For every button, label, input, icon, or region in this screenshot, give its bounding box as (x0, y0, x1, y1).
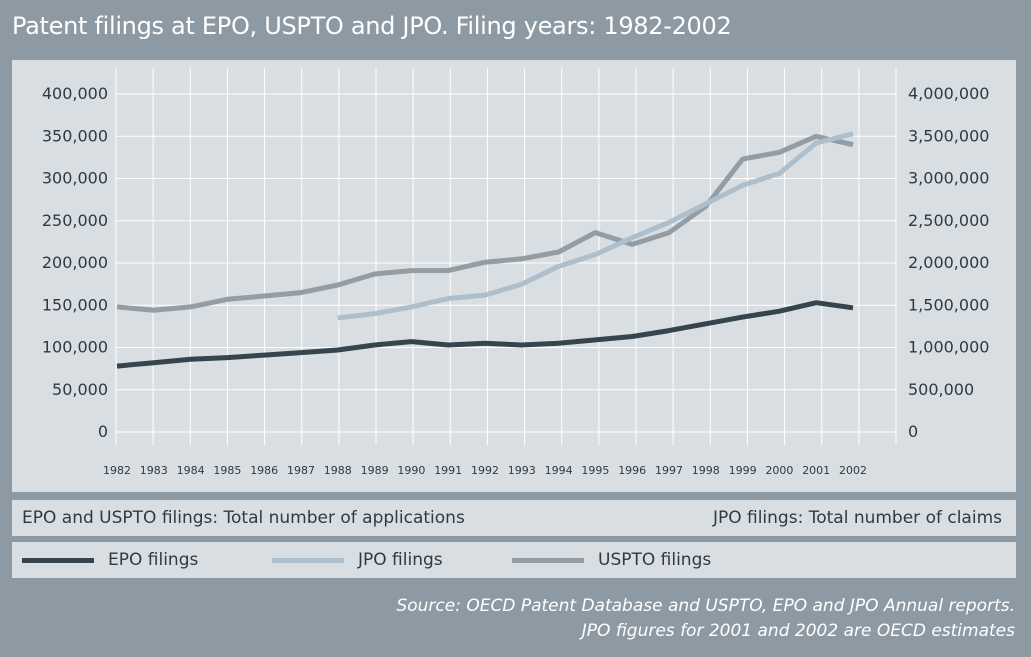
x-tick-label: 1991 (434, 464, 462, 477)
y-right-tick-label: 3,500,000 (908, 126, 989, 145)
y-right-tick-label: 500,000 (908, 380, 974, 399)
y-left-tick-label: 400,000 (42, 84, 108, 103)
y-left-tick-label: 250,000 (42, 211, 108, 230)
y-right-tick-label: 1,000,000 (908, 338, 989, 357)
y-right-tick-label: 1,500,000 (908, 295, 989, 314)
x-tick-label: 2000 (765, 464, 793, 477)
x-tick-label: 1999 (729, 464, 757, 477)
legend-label-uspto: USPTO filings (598, 550, 712, 570)
x-tick-label: 1986 (250, 464, 278, 477)
y-left-tick-label: 300,000 (42, 169, 108, 188)
x-tick-label: 1995 (581, 464, 609, 477)
x-tick-label: 2002 (839, 464, 867, 477)
x-tick-label: 1989 (361, 464, 389, 477)
x-tick-label: 1983 (140, 464, 168, 477)
note-bar: EPO and USPTO filings: Total number of a… (12, 500, 1016, 536)
x-tick-label: 1994 (545, 464, 573, 477)
y-left-tick-label: 0 (98, 422, 108, 441)
x-tick-label: 1997 (655, 464, 683, 477)
legend-label-jpo: JPO filings (358, 550, 443, 570)
x-tick-label: 1998 (692, 464, 720, 477)
series-line-jpo (337, 131, 854, 321)
legend-label-epo: EPO filings (108, 550, 199, 570)
series-line-uspto (116, 133, 854, 313)
y-left-tick-label: 200,000 (42, 253, 108, 272)
x-tick-label: 1982 (103, 464, 131, 477)
y-right-tick-label: 0 (908, 422, 918, 441)
y-left-tick-label: 150,000 (42, 295, 108, 314)
y-left-tick-label: 350,000 (42, 126, 108, 145)
line-chart: 0 50,000 100,000 150,000 200,000 250,000 300,0… (42, 68, 989, 477)
legend-item-jpo: JPO filings (272, 542, 443, 578)
source-line-2: JPO figures for 2001 and 2002 are OECD e… (581, 621, 1015, 641)
x-tick-label: 1990 (397, 464, 425, 477)
source-line-1: Source: OECD Patent Database and USPTO, … (396, 596, 1015, 616)
series-line-epo (116, 300, 854, 369)
x-tick-label: 1992 (471, 464, 499, 477)
y-right-tick-label: 3,000,000 (908, 169, 989, 188)
y-right-tick-label: 2,000,000 (908, 253, 989, 272)
y-right-tick-label: 2,500,000 (908, 211, 989, 230)
y-left-tick-label: 100,000 (42, 338, 108, 357)
y-left-tick-label: 50,000 (52, 380, 108, 399)
legend-swatch-uspto (512, 557, 584, 563)
y-right-tick-label: 4,000,000 (908, 84, 989, 103)
note-right: JPO filings: Total number of claims (712, 508, 1002, 528)
legend-item-uspto: USPTO filings (512, 542, 711, 578)
x-tick-label: 1987 (287, 464, 315, 477)
x-tick-label: 1985 (213, 464, 241, 477)
legend: EPO filings JPO filings USPTO filings (12, 542, 1016, 578)
x-tick-label: 1984 (177, 464, 205, 477)
chart-panel: 0 50,000 100,000 150,000 200,000 250,000 300,0… (12, 60, 1016, 492)
legend-swatch-epo (22, 557, 94, 563)
x-tick-label: 1993 (508, 464, 536, 477)
note-left: EPO and USPTO filings: Total number of a… (22, 508, 465, 528)
legend-item-epo: EPO filings (22, 542, 198, 578)
source-note: Source: OECD Patent Database and USPTO, … (396, 594, 1015, 644)
chart-title: Patent filings at EPO, USPTO and JPO. Fi… (12, 12, 732, 40)
legend-swatch-jpo (272, 557, 344, 563)
x-tick-label: 1988 (324, 464, 352, 477)
x-tick-label: 2001 (802, 464, 830, 477)
x-tick-label: 1996 (618, 464, 646, 477)
